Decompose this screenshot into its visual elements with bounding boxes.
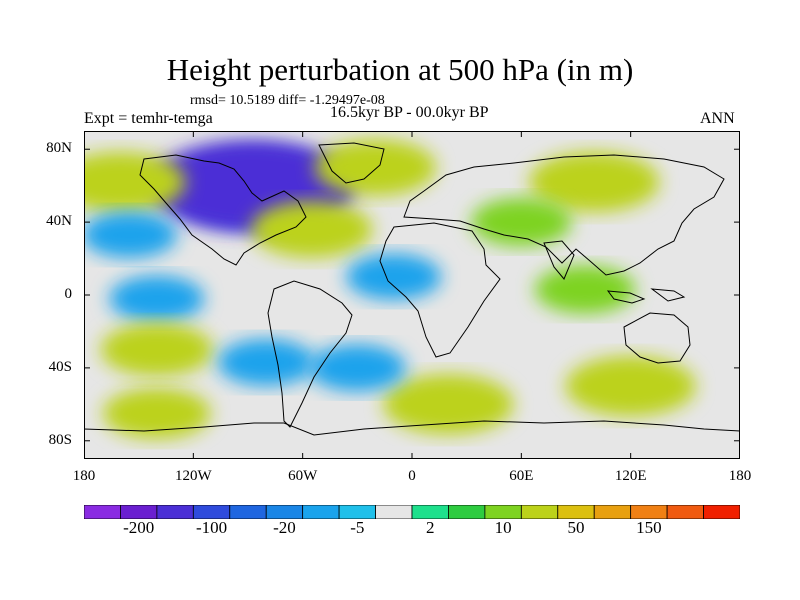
lon-tick-label: 60E bbox=[509, 468, 534, 484]
anomaly-south-pacific-trough bbox=[217, 338, 315, 386]
colorbar-label: 150 bbox=[636, 518, 662, 537]
lon-tick-label: 180 bbox=[72, 468, 96, 484]
coastline-greenland bbox=[318, 142, 385, 184]
coastline-india bbox=[543, 240, 575, 280]
coastline-australia bbox=[623, 312, 691, 364]
colorbar-swatch bbox=[375, 505, 413, 519]
coastline-africa bbox=[379, 222, 501, 358]
period-label: 16.5kyr BP - 00.0kyr BP bbox=[330, 104, 489, 121]
colorbar-label: 2 bbox=[425, 518, 435, 537]
colorbar-swatch bbox=[229, 505, 267, 519]
lat-tick-label: 80N bbox=[46, 140, 72, 157]
anomaly-north-pacific-ridge bbox=[84, 151, 186, 213]
colorbar-swatch bbox=[448, 505, 486, 519]
colorbar-label: -200 bbox=[123, 518, 155, 537]
lat-tick-label: 40S bbox=[48, 358, 72, 375]
anomaly-southern-atlantic-ridge bbox=[383, 374, 514, 435]
colorbar-label: 10 bbox=[494, 518, 512, 537]
colorbar-swatch bbox=[192, 505, 231, 519]
anomaly-tropical-pacific-low bbox=[109, 275, 205, 322]
anomaly-tropical-atlantic-low bbox=[346, 253, 442, 300]
lat-tick-label: 80S bbox=[48, 431, 72, 448]
coastline-north-america bbox=[139, 154, 307, 266]
height-field bbox=[84, 139, 696, 440]
colorbar-swatch bbox=[302, 505, 340, 519]
colorbar-label: -5 bbox=[350, 518, 365, 537]
coastlines bbox=[84, 142, 740, 436]
anomaly-siberia-ridge bbox=[528, 151, 660, 213]
colorbar-swatch bbox=[593, 505, 632, 519]
anomaly-south-pacific-ridge bbox=[100, 323, 214, 377]
colorbar-swatch bbox=[703, 505, 740, 519]
anomaly-southern-indian-ridge bbox=[565, 356, 696, 417]
anomaly-eurasia-ridge bbox=[470, 197, 572, 247]
colorbar-swatch bbox=[557, 505, 595, 519]
anomaly-indian-ocean-ridge bbox=[534, 265, 636, 314]
colorbar-label: -100 bbox=[195, 518, 228, 537]
lon-tick-label: 60W bbox=[288, 468, 318, 484]
anomaly-subtropical-atlantic-ridge bbox=[251, 201, 373, 258]
page-title: Height perturbation at 500 hPa (in m) bbox=[166, 52, 634, 87]
lat-tick-label: 0 bbox=[64, 286, 73, 302]
lon-tick-label: 120W bbox=[174, 468, 212, 484]
colorbar-swatch bbox=[630, 505, 668, 519]
colorbar-swatch bbox=[520, 505, 559, 519]
colorbar-swatch bbox=[84, 505, 121, 519]
colorbar-swatch bbox=[120, 505, 158, 519]
colorbar bbox=[84, 505, 740, 519]
coastline-south-america bbox=[267, 280, 353, 428]
colorbar-swatch bbox=[338, 505, 376, 519]
anomaly-southern-pacific-ridge bbox=[102, 387, 211, 440]
anomaly-north-pacific-low bbox=[84, 211, 178, 258]
experiment-label: Expt = temhr-temga bbox=[84, 110, 213, 127]
lon-tick-label: 180 bbox=[728, 468, 752, 484]
colorbar-swatch bbox=[411, 505, 449, 519]
colorbar-swatch bbox=[666, 505, 704, 519]
coastline-antarctica bbox=[84, 420, 740, 436]
anomaly-north-atlantic-ridge bbox=[314, 139, 437, 196]
colorbar-swatch bbox=[156, 505, 194, 519]
lat-tick-label: 40N bbox=[46, 213, 72, 230]
colorbar-label: -20 bbox=[273, 518, 296, 537]
coastline-eurasia bbox=[403, 154, 725, 276]
lon-tick-label: 0 bbox=[408, 468, 416, 484]
season-label: ANN bbox=[700, 110, 735, 127]
stats-label: rmsd= 10.5189 diff= -1.29497e-08 bbox=[190, 93, 385, 108]
colorbar-label: 50 bbox=[567, 518, 585, 537]
coastline-indonesia bbox=[606, 288, 686, 304]
lon-tick-label: 120E bbox=[614, 468, 647, 484]
colorbar-swatch bbox=[265, 505, 304, 519]
colorbar-swatch bbox=[484, 505, 522, 519]
map-panel bbox=[84, 131, 740, 459]
anomaly-southern-ocean-trough bbox=[308, 344, 406, 392]
map-ticks bbox=[84, 131, 740, 459]
